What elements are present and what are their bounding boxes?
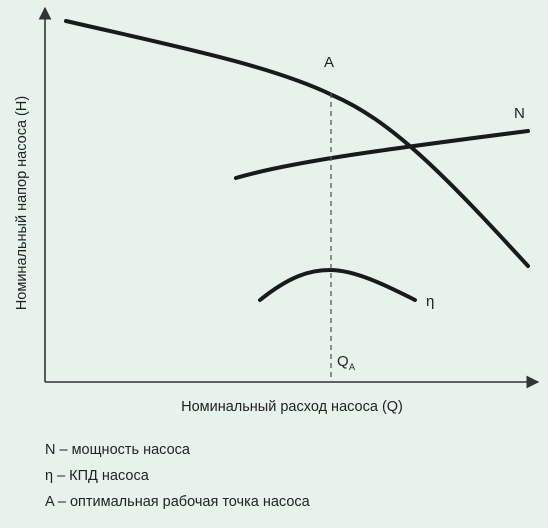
power-curve: [234, 129, 530, 180]
pump-characteristics-diagram: A N η Q A Номинальный напор насоса (H) Н…: [14, 6, 540, 415]
efficiency-curve: [258, 267, 417, 302]
y-axis-label: Номинальный напор насоса (H): [14, 96, 30, 310]
legend-item-power: N – мощность насоса: [45, 442, 190, 458]
legend-item-optimal-point: A – оптимальная рабочая точка насоса: [45, 494, 310, 510]
legend: N – мощность насоса η – КПД насоса A – о…: [45, 437, 310, 515]
flow-marker-label: Q: [337, 353, 349, 370]
point-label-a: A: [324, 54, 334, 71]
x-axis-label: Номинальный расход насоса (Q): [181, 399, 403, 415]
curve-label-n: N: [514, 105, 525, 122]
flow-marker-subscript: A: [349, 362, 355, 372]
head-curve: [64, 19, 530, 268]
legend-item-efficiency: η – КПД насоса: [45, 468, 149, 484]
curve-label-eta: η: [426, 293, 434, 310]
